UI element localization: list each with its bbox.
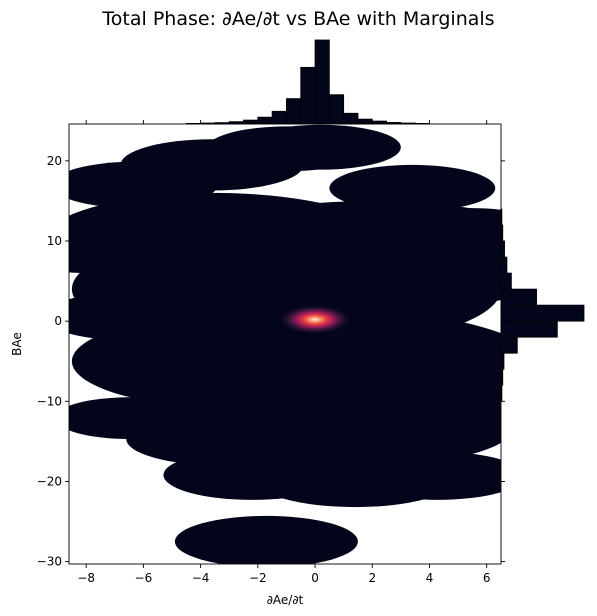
marginal-y-bar [500,272,512,290]
density-blob [240,124,401,170]
x-tick-label: 4 [426,571,434,585]
marginal-x-bar [286,98,302,125]
y-tick-label: 20 [47,154,62,168]
density-blob [329,164,496,212]
x-tick-label: −4 [192,571,210,585]
marginal-y-bar [500,336,518,354]
x-tick-label: 2 [368,571,376,585]
marginal-y-bar [500,256,508,274]
marginal-y-bar [500,288,537,306]
marginal-y-bar [500,304,585,322]
marginal-x-bar [243,119,259,125]
marginal-x-bar [314,39,330,125]
marginal-x-bar [300,66,316,125]
y-tick-label: 0 [54,314,62,328]
x-axis-label: ∂Ae/∂t [267,593,304,607]
x-tick-label: −2 [249,571,267,585]
y-tick-label: −30 [37,555,62,569]
plot-frame [68,123,502,565]
y-axis-label: BAe [10,332,24,356]
y-tick-label: 10 [47,234,62,248]
x-tick-label: −8 [77,571,95,585]
density-peak [277,304,353,335]
density-blob [229,385,501,466]
x-tick-label: −6 [135,571,153,585]
density-blob [174,515,358,564]
marginal-y-histogram [500,208,585,402]
heatmap-area [69,124,501,564]
x-tick-label: 0 [311,571,319,585]
marginal-x-histogram [185,39,430,125]
marginal-y-bar [500,240,505,258]
x-tick-label: 6 [483,571,491,585]
chart-title: Total Phase: ∂Ae/∂t vs BAe with Marginal… [102,8,495,30]
y-tick-label: −10 [37,394,62,408]
marginal-y-bar [500,320,558,338]
density-blob [69,192,387,290]
marginal-x-bar [343,112,359,125]
y-tick-label: −20 [37,474,62,488]
density-blob [71,313,416,410]
marginal-x-bar [328,94,345,125]
marginal-x-bar [257,116,273,125]
marginal-x-bar [357,118,373,125]
marginal-x-bar [271,110,287,125]
